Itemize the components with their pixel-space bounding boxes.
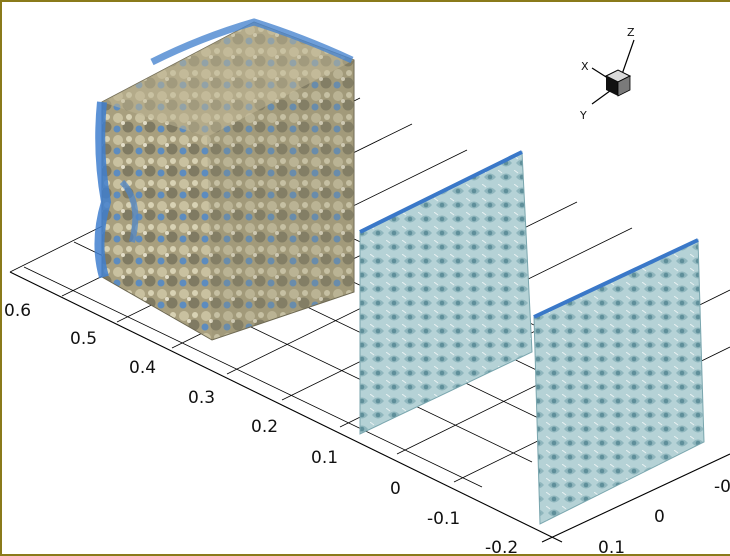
triad-z-label: Z [627, 26, 635, 39]
vortex-slab-middle [359, 150, 533, 435]
axis-primary-labels: 0.6 0.5 0.4 0.3 0.2 0.1 0 -0.1 -0.2 [4, 301, 518, 554]
tick-label: 0.5 [70, 329, 97, 349]
tick-label: 0 [390, 479, 401, 499]
tick-label: 0.3 [188, 388, 215, 408]
tick-label: -0.2 [485, 538, 518, 554]
tick-label: -0.1 [427, 509, 460, 529]
axis-secondary-labels: 0.1 0 -0 [598, 477, 730, 554]
tick-label: -0 [714, 477, 730, 497]
orientation-triad: Z X Y [579, 26, 635, 122]
tick-label: 0.1 [598, 538, 625, 554]
triad-y-label: Y [579, 109, 587, 122]
triad-x-label: X [581, 60, 589, 73]
tick-label: 0.1 [311, 448, 338, 468]
vortex-slab-right [533, 238, 705, 525]
turbulent-isosurface-block [94, 18, 355, 341]
tick-label: 0 [654, 507, 665, 527]
tick-label: 0.4 [129, 358, 156, 378]
tick-label: 0.2 [251, 417, 278, 437]
tick-label: 0.6 [4, 301, 31, 321]
